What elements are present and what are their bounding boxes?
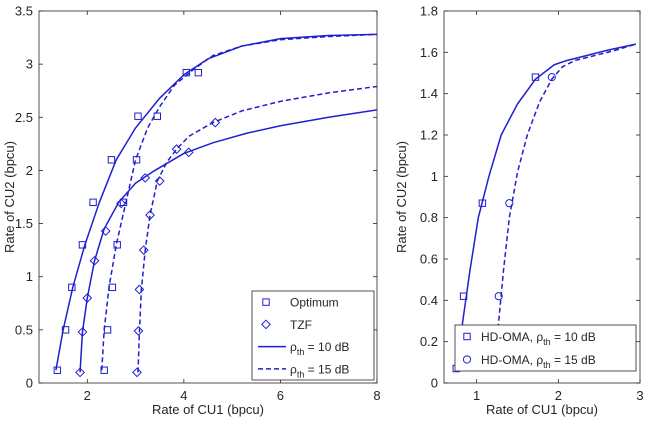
y-tick-label: 0.5 [15,322,33,337]
legend-label-prefix: HD-OMA, ρ [481,353,543,367]
legend-label-sub: th [297,369,305,379]
y-tick-label: 1.4 [420,86,438,101]
x-tick-label: 3 [636,388,643,403]
y-tick-label: 3.5 [15,4,33,19]
x-axis-label: Rate of CU1 (bpcu) [152,402,264,417]
x-tick-label: 6 [277,388,284,403]
y-tick-label: 1 [26,269,33,284]
y-tick-label: 0.2 [420,334,438,349]
chart-left: 2 4 6 8 0 0.5 1 1.5 2 2.5 3 3.5 Rate of CU1 (bpcu) Ra… [2,4,381,418]
legend-label-suffix: = 10 dB [304,340,349,354]
y-tick-label: 1.6 [420,45,438,60]
legend-label-sub: th [543,360,551,370]
y-tick-label: 0 [431,376,438,391]
y-tick-label: 0.6 [420,252,438,267]
x-axis-label: Rate of CU1 (bpcu) [486,402,598,417]
y-tick-label: 1.8 [420,4,438,19]
y-tick-label: 2.5 [15,110,33,125]
x-tick-label: 1 [473,388,480,403]
legend-label: Optimum [290,296,339,310]
legend-label-prefix: HD-OMA, ρ [481,330,543,344]
y-axis-label: Rate of CU2 (bpcu) [2,141,17,253]
x-tick-label: 2 [84,388,91,403]
y-tick-label: 1 [431,169,438,184]
y-tick-label: 0.8 [420,210,438,225]
y-tick-label: 0.4 [420,293,438,308]
chart-right: 1 2 3 0 0.2 0.4 0.6 0.8 1 1.2 1.4 1.6 1.8 Rate of CU1… [394,4,644,418]
legend-label-sub: th [297,347,305,357]
y-tick-label: 1.2 [420,128,438,143]
legend-label-suffix: = 15 dB [551,353,596,367]
y-tick-label: 1.5 [15,216,33,231]
legend-label-sub: th [543,337,551,347]
y-tick-label: 2 [26,163,33,178]
legend-label: TZF [290,318,312,332]
x-tick-label: 2 [555,388,562,403]
legend-label-suffix: = 10 dB [551,330,596,344]
y-axis-label: Rate of CU2 (bpcu) [394,141,409,253]
y-tick-label: 0 [26,376,33,391]
legend-label-suffix: = 15 dB [304,362,349,376]
x-tick-label: 4 [180,388,187,403]
x-tick-label: 8 [373,388,380,403]
y-tick-label: 3 [26,57,33,72]
